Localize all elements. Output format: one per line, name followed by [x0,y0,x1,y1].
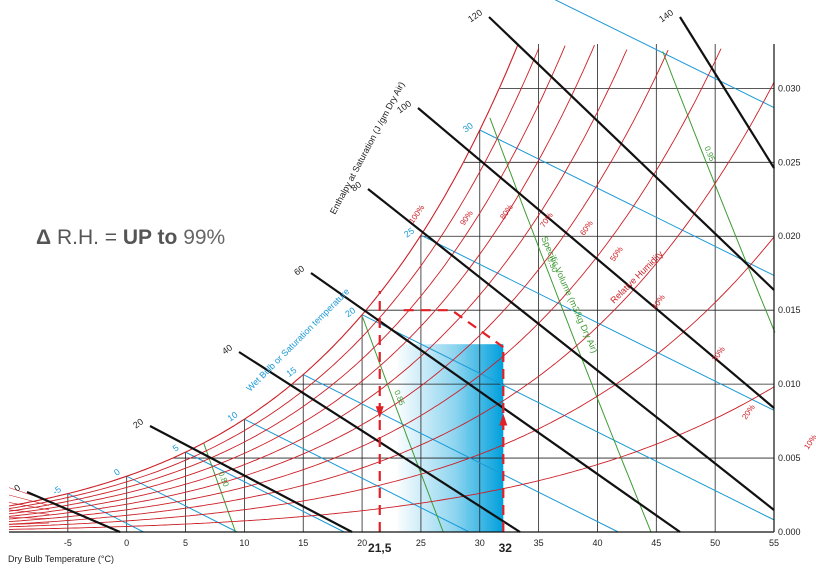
wet-bulb-layer [67,0,775,533]
enthalpy-value-label: 80 [349,179,363,193]
x-tick-label: 35 [534,538,544,548]
enthalpy-line [679,16,775,169]
rh-value-label: 50% [608,245,625,263]
x-tick-label: 50 [710,538,720,548]
y-tick-label: 0.015 [778,305,801,315]
wet-bulb-value-label: 15 [284,365,298,379]
rh-value-label: 20% [740,403,757,421]
rh-curve [8,522,50,525]
wet-bulb-series-label: Wet Bulb or Saturation temperature [244,286,351,393]
enthalpy-line [26,490,121,534]
y-tick-label: 0.005 [778,453,801,463]
process-arrows-layer [375,290,508,532]
y-tick-label: 0.020 [778,231,801,241]
rh-text: R.H. = [56,226,118,249]
enthalpy-value-label: 140 [657,7,675,24]
wet-bulb-value-label: 25 [402,226,416,240]
enthalpy-value-label: 40 [220,342,234,356]
axes-layer [9,44,775,533]
rh-curve [8,509,50,515]
rh-curve [8,50,669,520]
process-arrow-down [375,406,384,419]
rh-value-label: 10% [802,433,816,451]
x-tick-label: 10 [239,538,249,548]
delta-symbol: Δ [36,226,52,249]
enthalpy-line [149,425,353,533]
rh-annotation: Δ R.H. = UP to 99% [36,226,225,250]
enthalpy-value-label: 20 [131,416,145,430]
rh-curve [9,386,775,530]
specific-volume-line [362,317,444,533]
rh-curve [8,49,628,517]
wet-bulb-line [361,314,775,521]
x-tick-label: 25 [416,538,426,548]
enthalpy-value-label: 120 [466,7,484,24]
wet-bulb-line [244,418,470,533]
process-arrow-up [499,413,508,426]
rh-percent: 99% [183,226,226,249]
rh-curve [8,45,566,512]
x-tick-label: 45 [651,538,661,548]
x-tick-label: -5 [64,538,72,548]
x-tick-label-end: 32 [499,541,513,555]
y-tick-label: 0.025 [778,157,801,167]
wet-bulb-value-label: 0 [112,467,122,478]
rh-curve [8,502,50,511]
y-tick-label: 0.030 [778,83,801,93]
specific-volume-line [489,117,652,533]
rh-value-label: 30% [710,345,727,363]
enthalpy-axis-title: Enthalpy at Saturation (J /gm Dry Air) [328,80,407,216]
wet-bulb-line [126,475,238,533]
rh-curve [8,494,50,506]
process-area [397,344,504,532]
specific-volume-line [662,51,776,333]
grid-layer [67,44,775,532]
wet-bulb-line [479,129,775,276]
rh-curve [8,516,50,519]
process-fill-layer [397,344,504,532]
wet-bulb-value-label: 30 [461,120,475,134]
x-tick-label-start: 21,5 [368,541,392,555]
rh-curve [8,81,775,525]
rh-curve [8,48,722,523]
wet-bulb-value-label: 5 [171,443,181,454]
x-tick-label: 15 [298,538,308,548]
x-tick-label: 40 [592,538,602,548]
enthalpy-line [417,107,775,409]
x-tick-label: 55 [769,538,779,548]
rh-curve [8,44,595,515]
enthalpy-value-label: 0 [12,482,22,493]
rh-value-label: 100% [407,203,426,225]
wet-bulb-value-label: 10 [226,410,240,424]
x-tick-label: 30 [475,538,485,548]
wet-bulb-line [185,451,345,533]
enthalpy-value-label: 60 [292,263,306,277]
wet-bulb-value-label: 20 [343,305,357,319]
enthalpy-line [488,16,775,291]
rh-curve [8,44,519,507]
up-to-text: UP to [122,226,178,249]
rh-curve [8,48,540,510]
enthalpy-line [310,272,681,533]
x-tick-label: 0 [124,538,129,548]
wet-bulb-line [554,0,775,109]
relative-humidity-layer [8,44,775,530]
y-tick-label: 0.010 [778,379,801,389]
enthalpy-line [367,188,775,511]
rh-curve [8,236,775,528]
x-tick-label: 20 [357,538,367,548]
rh-value-label: 40% [650,293,667,311]
x-tick-label: 5 [183,538,188,548]
x-axis-title: Dry Bulb Temperature (°C) [8,554,114,564]
specific-volume-value-label: 0.95 [702,145,716,163]
wet-bulb-line [303,374,619,533]
specific-volume-layer [203,51,776,533]
wet-bulb-line [420,234,775,411]
rh-value-label: 60% [578,219,595,237]
y-tick-label: 0.000 [778,527,801,537]
process-line-top [403,309,504,349]
